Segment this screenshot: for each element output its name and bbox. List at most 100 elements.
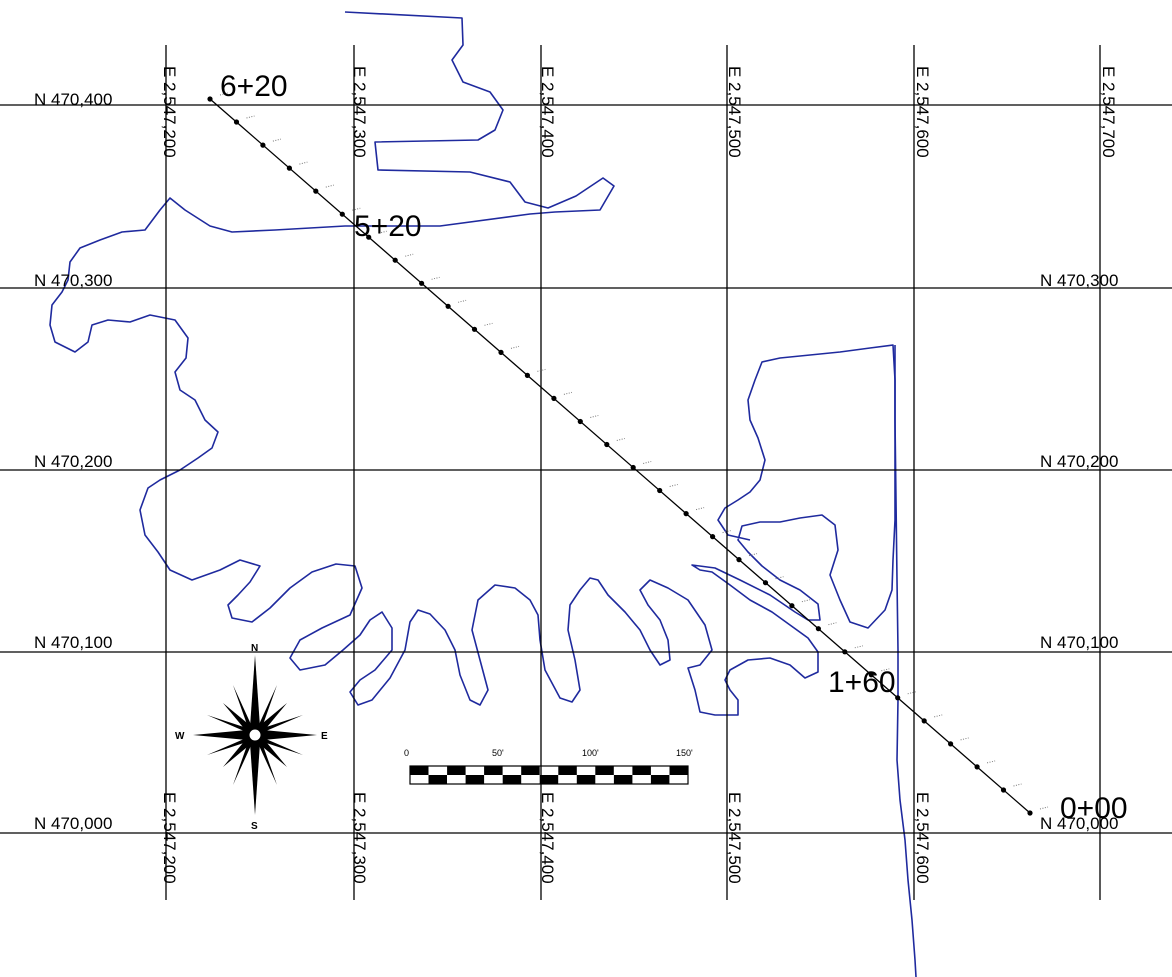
northing-label-470100-right: N 470,100	[1040, 633, 1118, 652]
scale-bar-block	[613, 775, 633, 784]
station-point	[921, 718, 927, 724]
station-tick-mark	[934, 714, 943, 718]
shoreline-east	[894, 345, 917, 977]
northing-label-470200: N 470,200	[34, 452, 112, 471]
scale-label-0: 0	[404, 748, 409, 758]
station-point	[551, 395, 557, 401]
grid-lines	[0, 45, 1172, 900]
station-tick-mark	[590, 415, 599, 418]
station-point	[762, 580, 769, 586]
scale-bar-block	[521, 766, 540, 775]
station-point	[392, 257, 398, 263]
easting-label-group-top: E 2,547,200 E 2,547,300 E 2,547,400 E 2,…	[160, 66, 1118, 158]
station-label-5-20: 5+20	[354, 210, 422, 243]
alignment-group	[207, 92, 1049, 816]
compass-north-label: N	[251, 643, 258, 654]
station-point	[524, 372, 531, 378]
station-tick-mark	[828, 622, 837, 626]
easting-label-2547200: E 2,547,200	[160, 66, 179, 158]
station-marks	[207, 92, 1049, 816]
scale-bar-frame	[409, 765, 689, 785]
easting-label-2547500: E 2,547,500	[725, 66, 744, 158]
scale-bar-block	[576, 775, 596, 784]
station-point	[789, 603, 795, 609]
scale-label-100: 100'	[582, 748, 599, 758]
shoreline-top	[49, 11, 896, 716]
compass-west-label: W	[175, 731, 185, 742]
station-tick-mark	[272, 138, 282, 142]
easting-label-2547300: E 2,547,300	[350, 66, 369, 158]
scale-bar-block	[410, 766, 429, 775]
station-tick-mark	[960, 737, 969, 741]
easting-label-2547400-bottom: E 2,547,400	[538, 792, 557, 884]
station-tick-mark	[484, 322, 493, 326]
scale-bar-block	[465, 775, 485, 784]
station-point	[313, 188, 319, 194]
scale-bar: 0 50' 100' 150'	[404, 748, 693, 785]
scale-bar-blocks	[410, 766, 688, 784]
northing-label-470200-right: N 470,200	[1040, 452, 1118, 471]
station-point	[471, 326, 478, 332]
station-point	[207, 96, 213, 102]
easting-label-2547500-bottom: E 2,547,500	[725, 792, 744, 884]
station-tick-mark	[563, 391, 573, 395]
station-point	[948, 741, 954, 747]
compass-east-label: E	[321, 731, 328, 742]
station-point	[657, 487, 663, 494]
station-point	[815, 626, 822, 632]
station-point	[895, 695, 901, 701]
shoreline-group	[49, 11, 917, 977]
station-point	[1027, 810, 1033, 816]
compass-rose-icon: N S E W	[175, 643, 328, 832]
easting-label-2547700: E 2,547,700	[1099, 66, 1118, 158]
station-point	[366, 234, 372, 240]
northing-label-470300: N 470,300	[34, 271, 112, 290]
station-tick-mark	[246, 115, 255, 119]
easting-label-group-bottom: E 2,547,200 E 2,547,300 E 2,547,400 E 2,…	[160, 792, 932, 884]
station-label-6-20: 6+20	[220, 70, 288, 103]
station-point	[286, 165, 292, 171]
station-point	[736, 557, 742, 563]
station-tick-mark	[801, 599, 811, 603]
easting-label-2547200-bottom: E 2,547,200	[160, 792, 179, 884]
alignment-line	[209, 98, 1031, 814]
station-point	[498, 349, 504, 355]
scale-bar-block	[558, 766, 577, 775]
station-tick-mark	[1013, 783, 1022, 787]
northing-label-470000: N 470,000	[34, 814, 112, 833]
scale-bar-block	[447, 766, 466, 775]
station-point	[604, 441, 610, 448]
easting-label-2547300-bottom: E 2,547,300	[350, 792, 369, 884]
easting-label-2547400: E 2,547,400	[538, 66, 557, 158]
station-tick-mark	[431, 276, 440, 280]
station-tick-mark	[616, 438, 625, 441]
station-tick-mark	[986, 760, 996, 764]
northing-label-470300-right: N 470,300	[1040, 271, 1118, 290]
station-point	[260, 142, 266, 148]
station-point	[445, 303, 451, 309]
northing-label-470000-right: N 470,000	[1040, 814, 1118, 833]
compass-south-label: S	[251, 821, 258, 832]
station-point	[842, 649, 848, 655]
easting-label-2547600-bottom: E 2,547,600	[913, 792, 932, 884]
station-point	[710, 534, 716, 540]
scale-bar-block	[669, 766, 688, 775]
station-tick-mark	[669, 484, 678, 487]
station-point	[868, 672, 874, 678]
station-point	[233, 119, 240, 125]
station-tick-mark	[854, 645, 863, 649]
station-point	[419, 280, 425, 286]
station-label-0-00: 0+00	[1060, 792, 1128, 825]
scale-label-50: 50'	[492, 748, 504, 758]
scale-bar-block	[650, 775, 670, 784]
easting-label-2547600: E 2,547,600	[913, 66, 932, 158]
station-tick-mark	[457, 299, 467, 303]
scale-bar-block	[502, 775, 522, 784]
station-point	[630, 464, 636, 471]
scale-bar-block	[539, 775, 559, 784]
station-tick-mark	[299, 161, 308, 165]
station-point	[339, 211, 345, 217]
station-tick-mark	[1039, 806, 1049, 810]
